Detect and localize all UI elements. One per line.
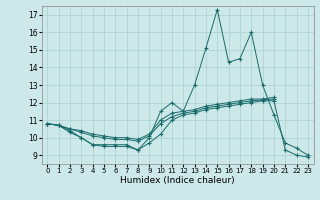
X-axis label: Humidex (Indice chaleur): Humidex (Indice chaleur) xyxy=(120,176,235,185)
